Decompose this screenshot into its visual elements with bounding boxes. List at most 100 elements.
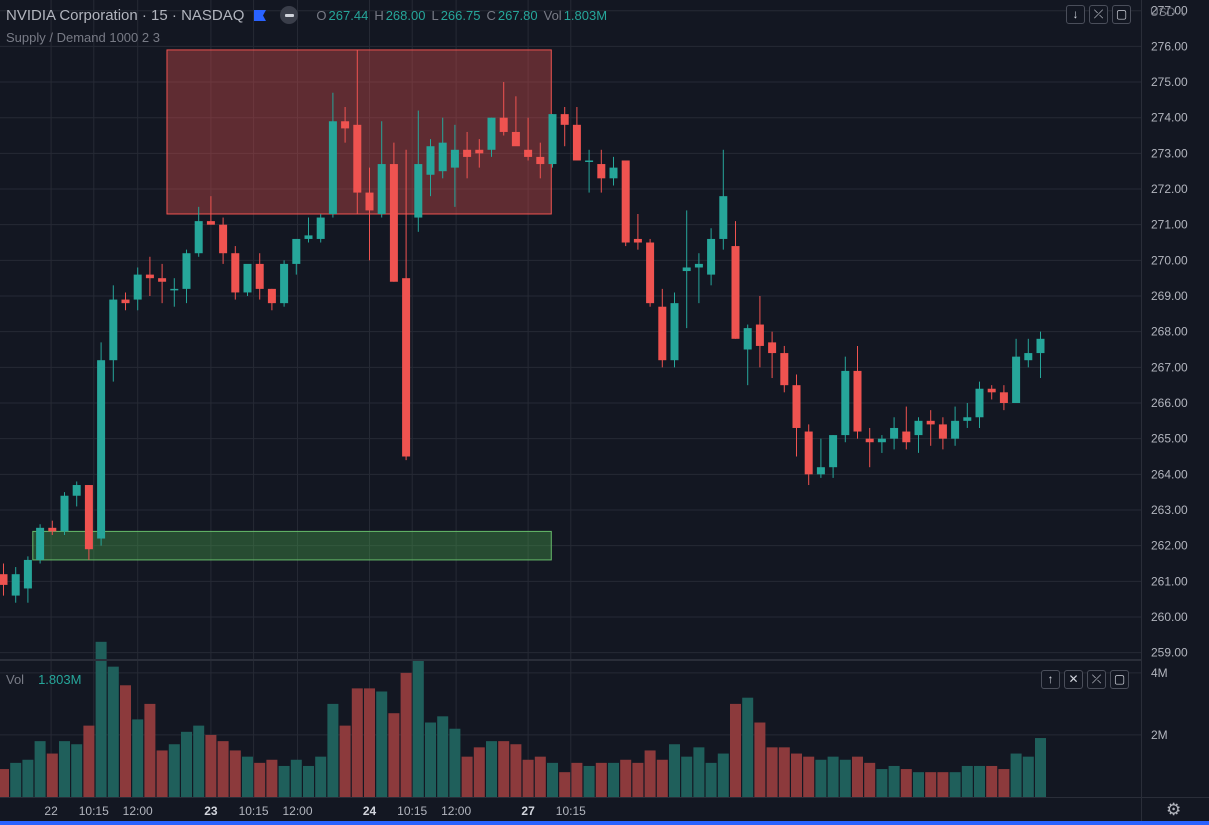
candle-down (463, 149, 472, 157)
volume-bar (730, 703, 741, 797)
price-tick-label: 264.00 (1151, 467, 1188, 481)
volume-bar (168, 744, 180, 797)
price-tick-label: 269.00 (1151, 289, 1188, 303)
candle-up (1012, 356, 1021, 404)
demand-zone (32, 530, 552, 561)
candle-up (707, 238, 716, 275)
volume-bar (632, 762, 644, 797)
price-tick-label: 268.00 (1151, 325, 1188, 339)
candle-up (11, 574, 20, 596)
candle-down (206, 221, 215, 225)
maximize-button[interactable]: ▢ (1112, 5, 1131, 24)
volume-bar (827, 756, 839, 797)
candle-up (816, 467, 825, 475)
volume-bar (10, 762, 22, 797)
candle-down (731, 246, 740, 339)
candle-up (670, 303, 679, 361)
volume-bar (852, 756, 863, 797)
volume-bar (498, 741, 510, 797)
candle-down (84, 485, 93, 550)
volume-bar (559, 772, 571, 797)
candle-down (145, 274, 154, 279)
collapse-pane-button[interactable]: ⤫ (1087, 670, 1106, 689)
volume-bar (864, 762, 876, 797)
candle-down (0, 574, 8, 585)
candle-up (194, 221, 203, 254)
volume-bar (144, 703, 156, 797)
volume-bar (461, 756, 473, 797)
collapse-button[interactable]: ⤫ (1089, 5, 1108, 24)
volume-bar (437, 716, 449, 797)
volume-bar (656, 759, 668, 797)
candle-up (23, 559, 32, 589)
ohlc-key: H (374, 7, 384, 23)
symbol-title[interactable]: NVIDIA Corporation · 15 · NASDAQ (6, 6, 245, 24)
candle-down (231, 253, 240, 293)
volume-bar (315, 756, 327, 797)
volume-bar (351, 688, 363, 797)
candle-down (987, 388, 996, 393)
volume-bar (83, 725, 95, 797)
price-tick-label: 263.00 (1151, 503, 1188, 517)
candle-up (304, 235, 313, 239)
candle-down (865, 438, 874, 443)
volume-bar (534, 756, 546, 797)
volume-bar (754, 722, 766, 797)
time-tick-label: 22 (44, 804, 58, 818)
candle-down (158, 278, 167, 282)
close-pane-button[interactable]: ✕ (1064, 670, 1083, 689)
candle-up (182, 253, 191, 289)
volume-bar (681, 756, 693, 797)
time-tick-label: 10:15 (239, 804, 269, 818)
volume-bar (620, 759, 632, 797)
currency-selector[interactable]: USD ⌄ (1150, 5, 1189, 19)
candle-up (97, 360, 106, 539)
maximize-pane-button[interactable]: ▢ (1110, 670, 1129, 689)
price-tick-label: 275.00 (1151, 75, 1188, 89)
volume-bar (595, 762, 607, 797)
volume-bar (937, 772, 949, 797)
volume-bar (266, 759, 278, 797)
main-pane-buttons: ↓ ⤫ ▢ (1066, 5, 1131, 24)
time-tick-label: 23 (204, 804, 218, 818)
volume-bar (839, 759, 851, 797)
candle-up (890, 427, 899, 439)
candle-down (853, 370, 862, 432)
maximize-icon: ▢ (1115, 7, 1128, 21)
volume-bar (803, 756, 815, 797)
volume-legend-value: 1.803M (38, 672, 82, 687)
move-up-button[interactable]: ↑ (1041, 670, 1060, 689)
close-icon: ✕ (1068, 672, 1079, 686)
settings-gear-icon[interactable]: ⚙ (1166, 800, 1182, 819)
volume-bar (693, 747, 705, 797)
study-label[interactable]: Supply / Demand 1000 2 3 (6, 30, 160, 45)
ohlc-key: L (431, 7, 439, 23)
hide-indicator-icon[interactable] (280, 6, 299, 24)
candle-up (719, 196, 728, 239)
candle-down (902, 431, 911, 443)
candle-up (377, 164, 386, 214)
move-down-button[interactable]: ↓ (1066, 5, 1085, 24)
candle-up (280, 263, 289, 304)
volume-bar (778, 747, 790, 797)
volume-bar (888, 765, 900, 797)
candle-down (572, 124, 581, 161)
volume-bar (22, 759, 34, 797)
volume-legend-label[interactable]: Vol (6, 672, 25, 687)
candle-down (658, 306, 667, 361)
flag-icon[interactable] (254, 9, 267, 21)
volume-bar (181, 731, 192, 797)
volume-bar (522, 759, 534, 797)
candle-down (646, 242, 655, 304)
volume-bar (766, 747, 778, 797)
candle-down (365, 192, 374, 211)
volume-bar (705, 762, 717, 797)
candle-up (877, 438, 886, 443)
volume-bar (34, 741, 46, 797)
volume-bar (217, 741, 229, 797)
volume-bar (608, 762, 619, 797)
volume-bar (1010, 753, 1022, 797)
volume-tick-label: 4M (1151, 666, 1168, 680)
volume-bar (388, 713, 400, 797)
